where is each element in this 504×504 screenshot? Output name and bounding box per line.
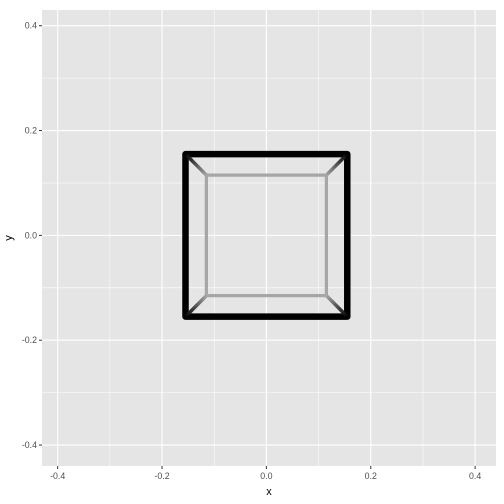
- y-tick-label: 0.4: [25, 21, 37, 31]
- x-axis: -0.4 -0.2 0.0 0.2 0.4: [50, 466, 481, 481]
- y-tick-label: 0.0: [25, 230, 37, 240]
- x-tick-label: 0.4: [469, 471, 481, 481]
- y-tick-label: 0.2: [25, 126, 37, 136]
- y-axis-title: y: [3, 235, 15, 241]
- y-tick-label: -0.4: [22, 440, 37, 450]
- x-tick-label: 0.0: [260, 471, 272, 481]
- x-tick-label: -0.4: [50, 471, 65, 481]
- x-axis-title: x: [266, 486, 272, 498]
- x-tick-label: 0.2: [365, 471, 377, 481]
- x-tick-label: -0.2: [154, 471, 169, 481]
- y-axis: -0.4 -0.2 0.0 0.2 0.4: [22, 21, 42, 450]
- y-tick-label: -0.2: [22, 335, 37, 345]
